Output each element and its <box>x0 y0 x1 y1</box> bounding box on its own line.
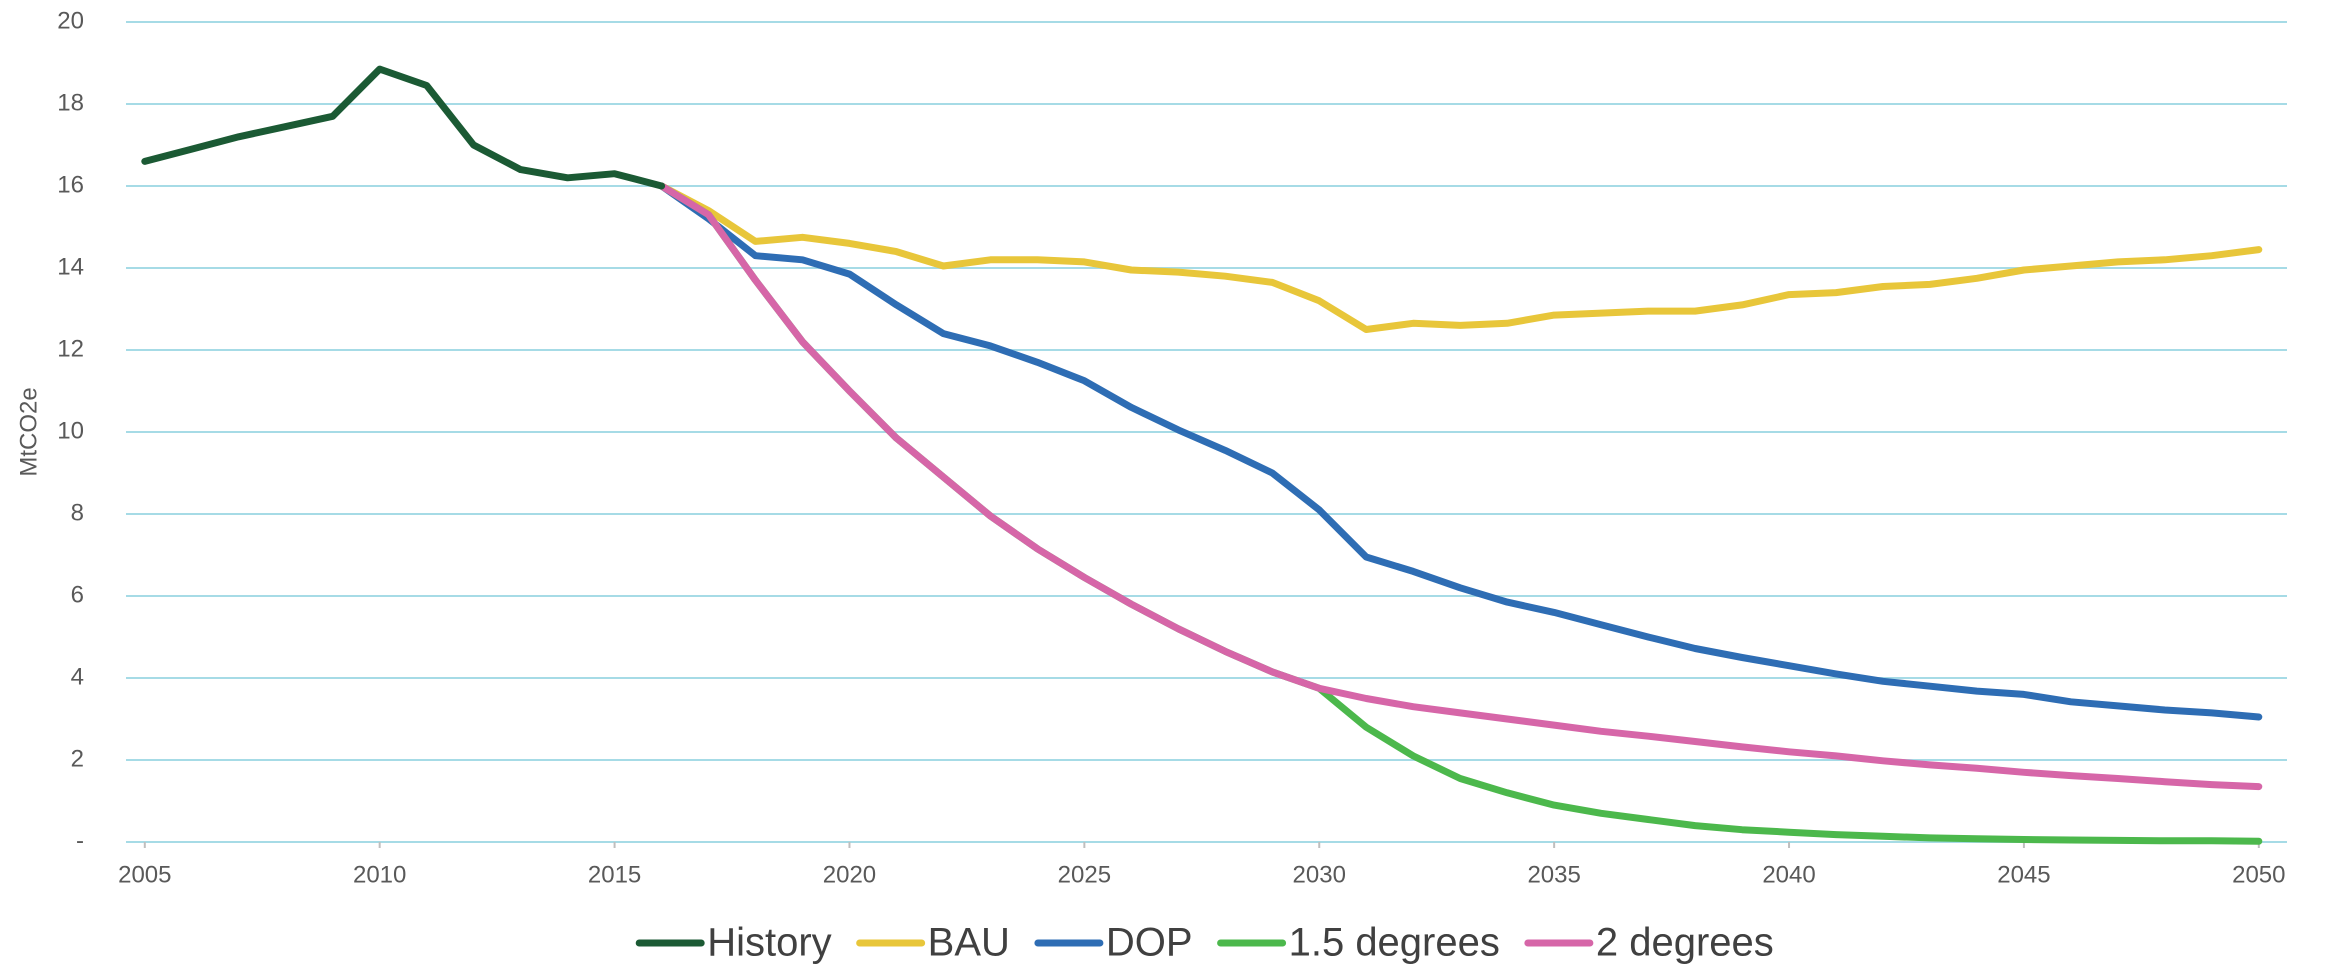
x-tick-label: 2050 <box>2232 861 2285 888</box>
legend-label: DOP <box>1106 921 1193 965</box>
x-tick-label: 2035 <box>1527 861 1580 888</box>
legend-label: 2 degrees <box>1596 921 1774 965</box>
x-tick-label: 2005 <box>118 861 171 888</box>
series-line <box>141 65 666 190</box>
y-axis-label: MtCO2e <box>15 387 42 476</box>
y-tick-label: 6 <box>71 581 84 608</box>
y-tick-label: 4 <box>71 663 84 690</box>
y-tick-label: 8 <box>71 499 84 526</box>
y-tick-label: 12 <box>57 335 84 362</box>
y-tick-label: 20 <box>57 7 84 34</box>
x-tick-label: 2045 <box>1997 861 2050 888</box>
x-tick-label: 2030 <box>1293 861 1346 888</box>
series-line <box>658 182 2263 721</box>
x-tick-label: 2025 <box>1058 861 1111 888</box>
y-tick-label: 18 <box>57 89 84 116</box>
series-line <box>658 182 2263 791</box>
legend: History BAU DOP 1.5 degrees 2 degrees <box>635 921 1774 965</box>
legend-label: BAU <box>928 921 1010 965</box>
y-tick-label: 14 <box>57 253 84 280</box>
legend-label: 1.5 degrees <box>1289 921 1500 965</box>
y-tick-label: - <box>76 827 84 854</box>
x-tick-label: 2010 <box>353 861 406 888</box>
x-tick-label: 2040 <box>1762 861 1815 888</box>
lines <box>141 65 2263 845</box>
y-tick-label: 2 <box>71 745 84 772</box>
x-tick-label: 2015 <box>588 861 641 888</box>
x-tick-label: 2020 <box>823 861 876 888</box>
y-tick-label: 16 <box>57 171 84 198</box>
y-tick-label: 10 <box>57 417 84 444</box>
grid: - 2 4 6 8 10 12 14 16 18 20 2005 2010 2015 2020 2025 203… <box>57 7 2287 888</box>
legend-label: History <box>707 921 831 965</box>
series-line <box>658 182 2263 333</box>
